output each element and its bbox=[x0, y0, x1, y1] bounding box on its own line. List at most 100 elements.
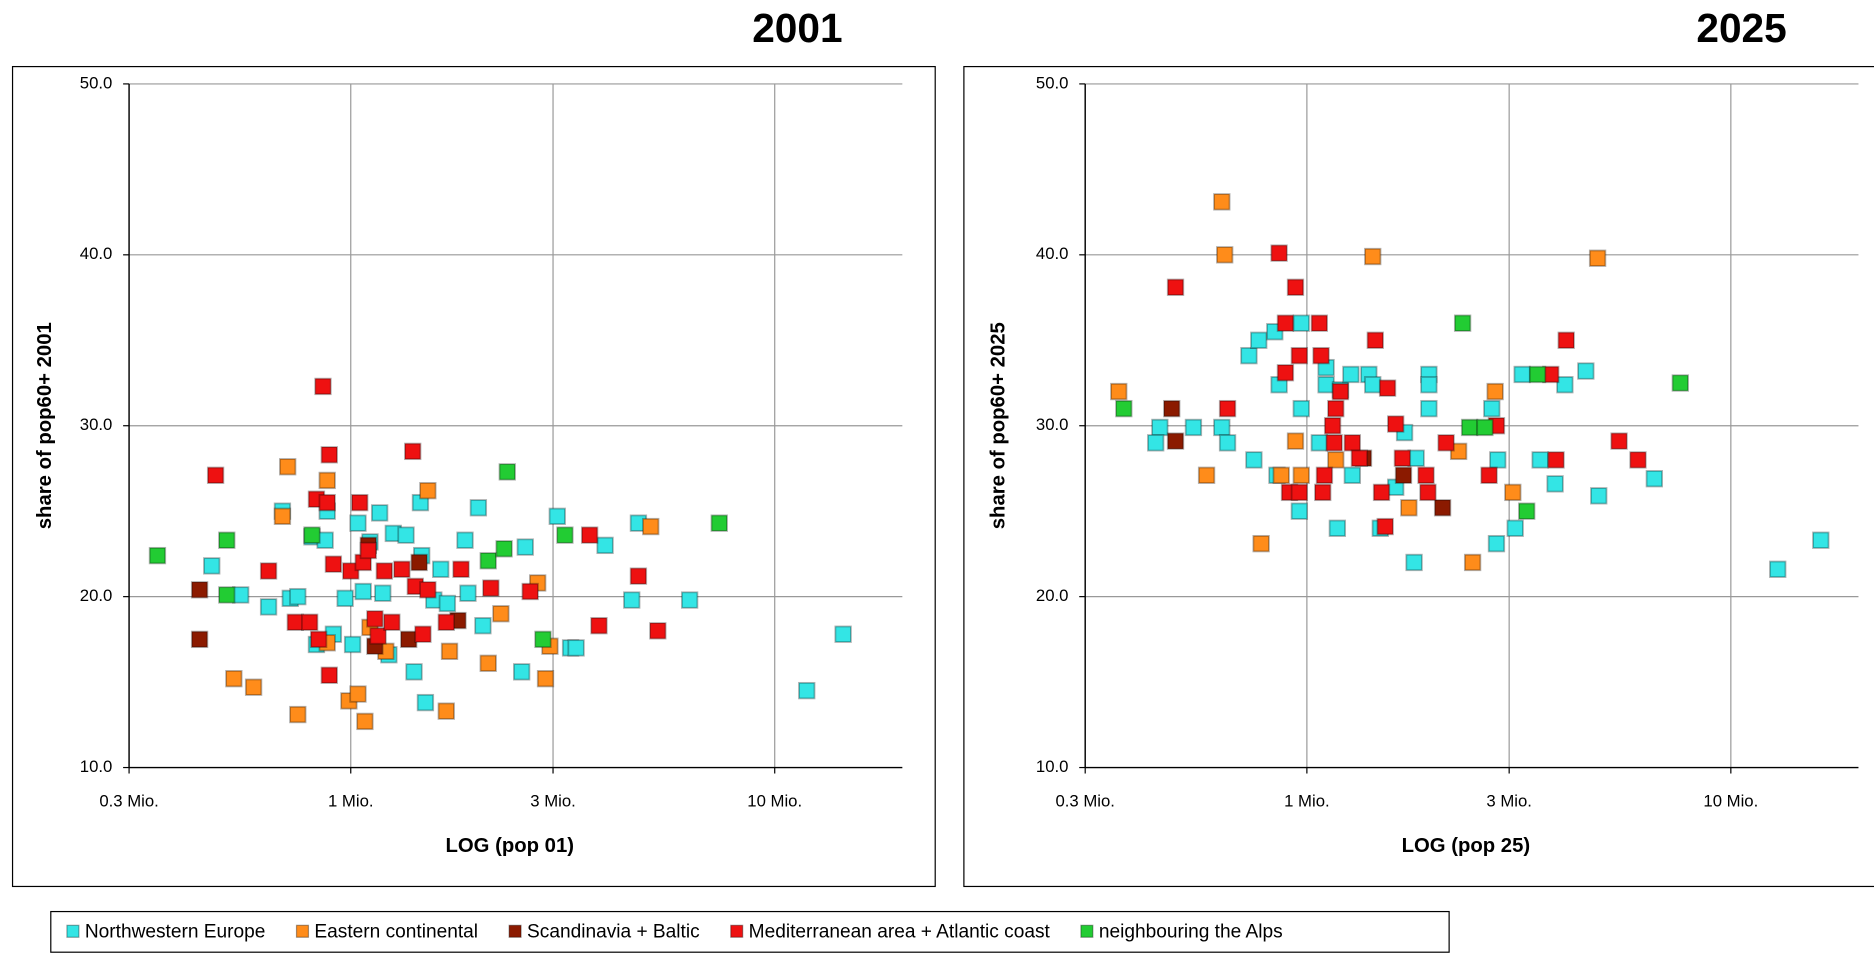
legend-label: Eastern continental bbox=[314, 922, 478, 943]
point bbox=[351, 493, 369, 512]
point bbox=[1453, 314, 1472, 332]
y-tick-label: 40.0 bbox=[1036, 244, 1069, 263]
point bbox=[343, 635, 362, 654]
point bbox=[309, 630, 328, 649]
point bbox=[1364, 247, 1382, 266]
point bbox=[400, 630, 418, 649]
point bbox=[1387, 415, 1405, 433]
y-tick-label: 50.0 bbox=[1036, 73, 1069, 92]
point bbox=[289, 705, 307, 724]
point bbox=[710, 514, 728, 532]
point bbox=[1331, 382, 1350, 401]
point bbox=[432, 560, 450, 578]
point bbox=[286, 613, 304, 631]
point bbox=[1290, 483, 1309, 502]
point bbox=[1487, 534, 1506, 553]
point bbox=[1343, 434, 1361, 452]
legend-label: neighbouring the Alps bbox=[1099, 922, 1283, 943]
point bbox=[492, 605, 510, 623]
point bbox=[1483, 399, 1501, 418]
legend-swatch bbox=[66, 924, 80, 938]
point bbox=[1310, 314, 1329, 332]
point bbox=[1272, 466, 1290, 484]
point bbox=[649, 622, 667, 640]
point bbox=[314, 377, 332, 396]
point bbox=[419, 482, 437, 500]
point bbox=[318, 493, 336, 512]
point bbox=[405, 663, 423, 681]
point bbox=[1292, 399, 1310, 418]
y-tick-label: 50.0 bbox=[80, 73, 113, 92]
point bbox=[349, 514, 367, 532]
point bbox=[324, 555, 343, 573]
point bbox=[623, 591, 641, 609]
point bbox=[148, 546, 167, 565]
point bbox=[437, 613, 455, 631]
point bbox=[1610, 432, 1628, 450]
point bbox=[1290, 502, 1309, 520]
legend-label: Northwestern Europe bbox=[85, 922, 266, 943]
point bbox=[567, 639, 585, 657]
point bbox=[1317, 376, 1335, 394]
point bbox=[459, 584, 477, 602]
point bbox=[1376, 517, 1394, 536]
point bbox=[1489, 451, 1507, 469]
point bbox=[1364, 376, 1382, 394]
point bbox=[1393, 449, 1412, 467]
point bbox=[1343, 466, 1361, 484]
point bbox=[303, 526, 321, 544]
point bbox=[1480, 466, 1498, 484]
x-tick-label: 10 Mio. bbox=[1703, 792, 1758, 811]
point bbox=[1245, 451, 1263, 469]
x-tick-label: 10 Mio. bbox=[747, 792, 802, 811]
point bbox=[1290, 346, 1309, 365]
point bbox=[1546, 475, 1564, 493]
point bbox=[680, 591, 699, 609]
point bbox=[495, 540, 513, 558]
point bbox=[1270, 244, 1288, 262]
point bbox=[1419, 483, 1437, 502]
point bbox=[1327, 451, 1345, 469]
point bbox=[1240, 346, 1258, 365]
y-tick-label: 20.0 bbox=[1036, 586, 1069, 605]
y-axis-label: share of pop60+ 2025 bbox=[988, 322, 1010, 529]
point bbox=[320, 666, 338, 684]
point bbox=[1577, 362, 1595, 380]
point bbox=[206, 466, 225, 484]
series bbox=[148, 463, 728, 649]
point bbox=[521, 582, 539, 601]
point bbox=[1476, 418, 1494, 437]
point bbox=[1328, 519, 1347, 537]
x-tick-label: 1 Mio. bbox=[328, 792, 374, 811]
point bbox=[359, 541, 377, 560]
point bbox=[1184, 418, 1203, 437]
x-tick-label: 3 Mio. bbox=[1486, 792, 1532, 811]
y-tick-label: 10.0 bbox=[1036, 757, 1069, 776]
point bbox=[1115, 399, 1133, 418]
chart-title: 2001 bbox=[752, 5, 842, 51]
point bbox=[479, 552, 497, 570]
point bbox=[1366, 331, 1384, 349]
point bbox=[273, 507, 292, 525]
point bbox=[1769, 560, 1787, 578]
series bbox=[1110, 193, 1607, 572]
point bbox=[1518, 502, 1536, 520]
point bbox=[516, 538, 534, 556]
point bbox=[1310, 434, 1329, 452]
point bbox=[1218, 434, 1237, 452]
point bbox=[1590, 487, 1608, 505]
series bbox=[1115, 314, 1689, 520]
legend-frame bbox=[50, 910, 1450, 953]
point bbox=[383, 613, 401, 631]
point bbox=[366, 610, 384, 628]
point bbox=[1394, 466, 1413, 484]
point bbox=[1216, 246, 1234, 264]
point bbox=[1325, 434, 1343, 452]
point bbox=[474, 617, 492, 635]
point bbox=[1110, 382, 1128, 401]
point bbox=[414, 625, 432, 643]
point bbox=[410, 553, 428, 572]
point bbox=[834, 625, 852, 643]
point bbox=[479, 654, 497, 672]
